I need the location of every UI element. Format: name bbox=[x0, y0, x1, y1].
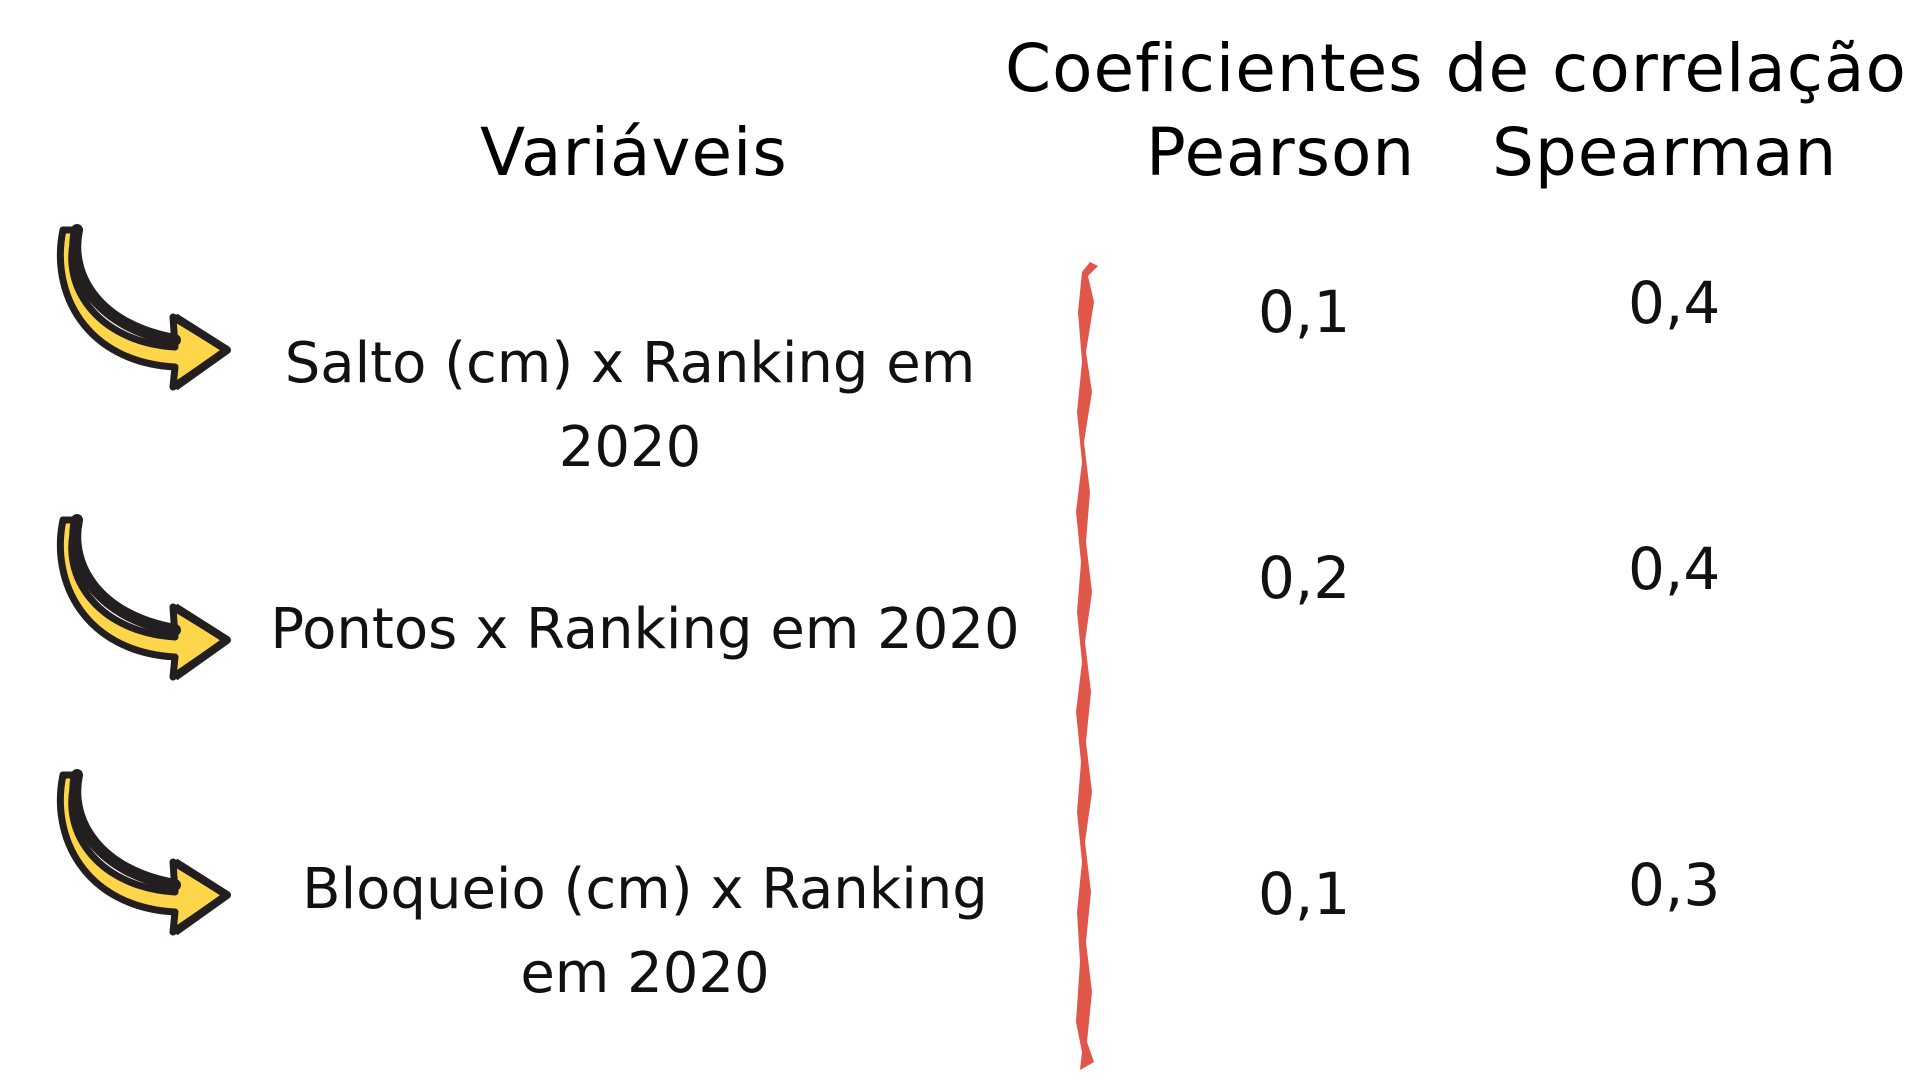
curved-arrow-icon bbox=[56, 514, 231, 681]
coefficients-title: Coeficientes de correlação bbox=[1005, 30, 1907, 107]
variable-label-bloqueio: Bloqueio (cm) x Ranking em 2020 bbox=[302, 857, 988, 1006]
variable-label-pontos: Pontos x Ranking em 2020 bbox=[270, 597, 1020, 662]
variables-header: Variáveis bbox=[480, 114, 788, 191]
spearman-value-row-2: 0,4 bbox=[1628, 535, 1721, 603]
pearson-value-row-3: 0,1 bbox=[1258, 860, 1351, 928]
curved-arrow-icon bbox=[56, 224, 231, 391]
variable-label-salto: Salto (cm) x Ranking em 2020 bbox=[284, 331, 976, 480]
pearson-value-row-2: 0,2 bbox=[1258, 544, 1351, 612]
spearman-value-row-3: 0,3 bbox=[1628, 851, 1721, 919]
pearson-header: Pearson bbox=[1146, 114, 1416, 191]
pearson-value-row-1: 0,1 bbox=[1258, 278, 1351, 346]
curved-arrow-icon bbox=[56, 769, 231, 936]
spearman-value-row-1: 0,4 bbox=[1628, 269, 1721, 337]
brush-stroke-divider bbox=[1076, 262, 1098, 1070]
spearman-header: Spearman bbox=[1492, 114, 1838, 191]
